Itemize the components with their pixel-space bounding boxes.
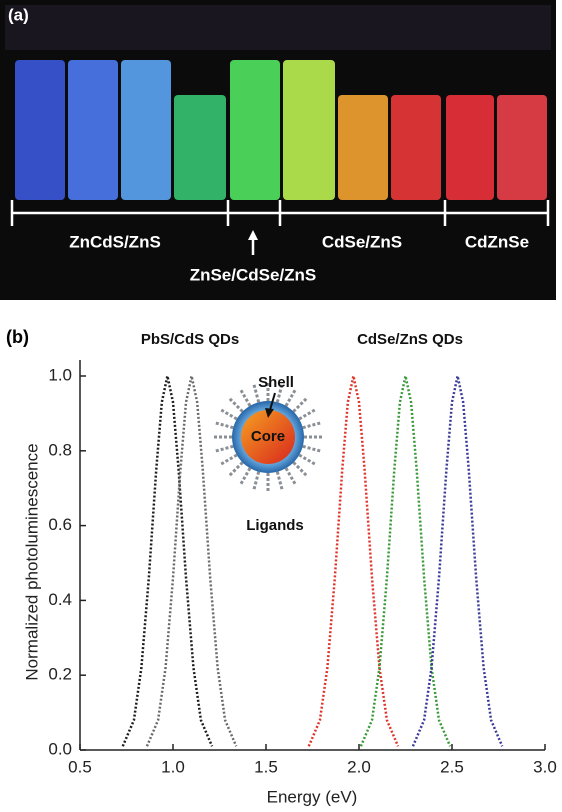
ligand xyxy=(227,396,244,413)
ligand xyxy=(302,421,323,430)
ligand xyxy=(238,387,252,407)
ligand xyxy=(213,421,234,430)
ligand xyxy=(227,461,244,478)
annotation: Shell xyxy=(258,374,294,391)
ligand xyxy=(218,453,238,467)
x-tick-label: 1.0 xyxy=(161,757,185,776)
pl-curve xyxy=(121,375,214,747)
pl-curve xyxy=(145,375,238,747)
ligand xyxy=(292,461,309,478)
ligand xyxy=(218,407,238,421)
y-tick-label: 1.0 xyxy=(48,365,72,384)
sample-label: CdSe/ZnS xyxy=(322,232,402,251)
x-axis-label: Energy (eV) xyxy=(267,787,358,806)
ligand xyxy=(292,396,309,413)
ligand xyxy=(298,407,318,421)
ligand xyxy=(252,471,261,492)
sample-label: CdZnSe xyxy=(465,232,529,251)
annotation: PbS/CdS QDs xyxy=(141,331,239,348)
ligand xyxy=(298,453,318,467)
ligand xyxy=(275,382,284,403)
y-tick-label: 0.2 xyxy=(48,665,72,684)
annotation: Ligands xyxy=(246,517,304,534)
sample-label: ZnCdS/ZnS xyxy=(69,232,161,251)
x-tick-label: 1.5 xyxy=(254,757,278,776)
ligand xyxy=(275,471,284,492)
x-tick-label: 2.0 xyxy=(347,757,371,776)
x-tick-label: 2.5 xyxy=(440,757,464,776)
y-tick-label: 0.8 xyxy=(48,440,72,459)
ligand xyxy=(238,467,252,487)
y-axis-label: Normalized photoluminescence xyxy=(22,443,41,680)
ligand xyxy=(284,467,298,487)
y-tick-label: 0.4 xyxy=(48,590,72,609)
ligand xyxy=(213,444,234,453)
nanoparticle-inset xyxy=(212,381,324,493)
pl-curve xyxy=(307,375,400,747)
panel-label: (b) xyxy=(6,327,29,347)
y-tick-label: 0.6 xyxy=(48,515,72,534)
photo xyxy=(0,0,556,300)
pl-curve xyxy=(411,375,504,747)
x-tick-label: 3.0 xyxy=(533,757,557,776)
panel-label: (a) xyxy=(8,5,29,24)
ligand xyxy=(252,382,261,403)
pl-curve xyxy=(359,375,452,747)
sample-label: ZnSe/CdSe/ZnS xyxy=(190,265,317,284)
ligand xyxy=(284,387,298,407)
ligand xyxy=(302,444,323,453)
x-tick-label: 0.5 xyxy=(68,757,92,776)
annotation: CdSe/ZnS QDs xyxy=(357,331,463,348)
annotation: Core xyxy=(251,428,285,445)
y-tick-label: 0.0 xyxy=(48,739,72,758)
